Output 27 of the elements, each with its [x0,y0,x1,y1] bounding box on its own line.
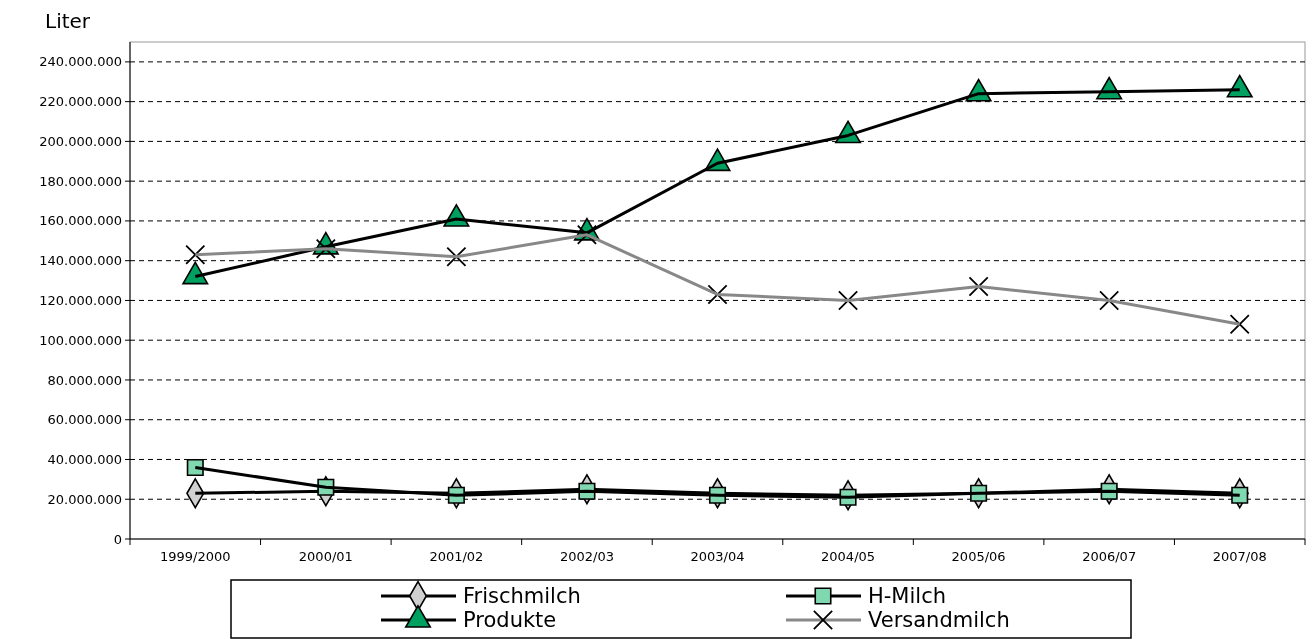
x-tick-label: 2005/06 [951,549,1006,564]
legend-label: Versandmilch [868,608,1010,633]
legend-label: H-Milch [868,584,947,609]
x-tick-label: 2007/08 [1212,549,1267,564]
x-tick-label: 2004/05 [821,549,876,564]
y-tick-label: 60.000.000 [47,412,122,428]
x-tick-label: 2000/01 [298,549,353,564]
x-tick-label: 2002/03 [559,549,614,564]
x-tick-label: 1999/2000 [160,549,231,564]
y-tick-label: 20.000.000 [47,491,122,507]
y-tick-label: 100.000.000 [39,332,122,348]
legend-label: Frischmilch [463,584,581,609]
y-tick-label: 160.000.000 [39,213,122,229]
y-tick-label: 240.000.000 [39,54,122,70]
x-tick-label: 2001/02 [429,549,484,564]
y-axis-title: Liter [45,9,91,33]
y-tick-label: 140.000.000 [39,253,122,269]
y-tick-label: 180.000.000 [39,173,122,189]
legend-label: Produkte [463,608,557,633]
y-tick-label: 80.000.000 [47,372,122,388]
y-tick-label: 220.000.000 [39,94,122,110]
y-tick-label: 200.000.000 [39,133,122,149]
y-tick-label: 120.000.000 [39,292,122,308]
y-tick-label: 0 [113,531,122,547]
x-tick-label: 2006/07 [1082,549,1137,564]
y-tick-label: 40.000.000 [47,452,122,468]
x-tick-label: 2003/04 [690,549,745,564]
